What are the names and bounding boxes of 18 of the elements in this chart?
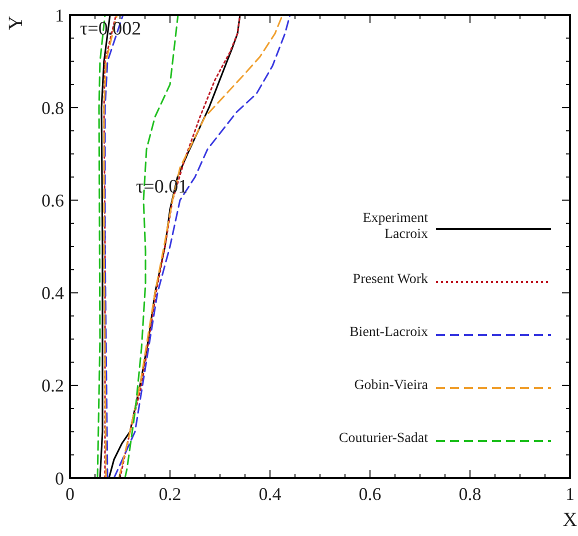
text: Gobin-Vieira <box>354 378 429 393</box>
x-tick-label: 0.8 <box>458 484 482 504</box>
y-tick-label: 1 <box>55 5 64 26</box>
x-tick-label: 1 <box>566 484 574 504</box>
y-tick-label: 0.2 <box>42 376 64 396</box>
y-tick-label: 0.6 <box>42 190 64 210</box>
text: Couturier-Sadat <box>338 430 428 446</box>
y-tick-label: 0.8 <box>42 98 64 118</box>
x-axis-title: X <box>562 509 578 531</box>
y-tick-label: 0.4 <box>42 283 64 304</box>
text: Present Work <box>352 272 428 287</box>
text: Bient-Lacroix <box>349 324 428 340</box>
x-tick-label: 0.4 <box>258 484 282 504</box>
x-tick-label: 0.6 <box>358 484 382 504</box>
y-axis-title: Y <box>5 16 27 30</box>
text: Experiment Lacroix <box>362 210 428 242</box>
x-tick-label: 0.2 <box>158 484 182 504</box>
y-tick-label: 0 <box>55 468 64 488</box>
